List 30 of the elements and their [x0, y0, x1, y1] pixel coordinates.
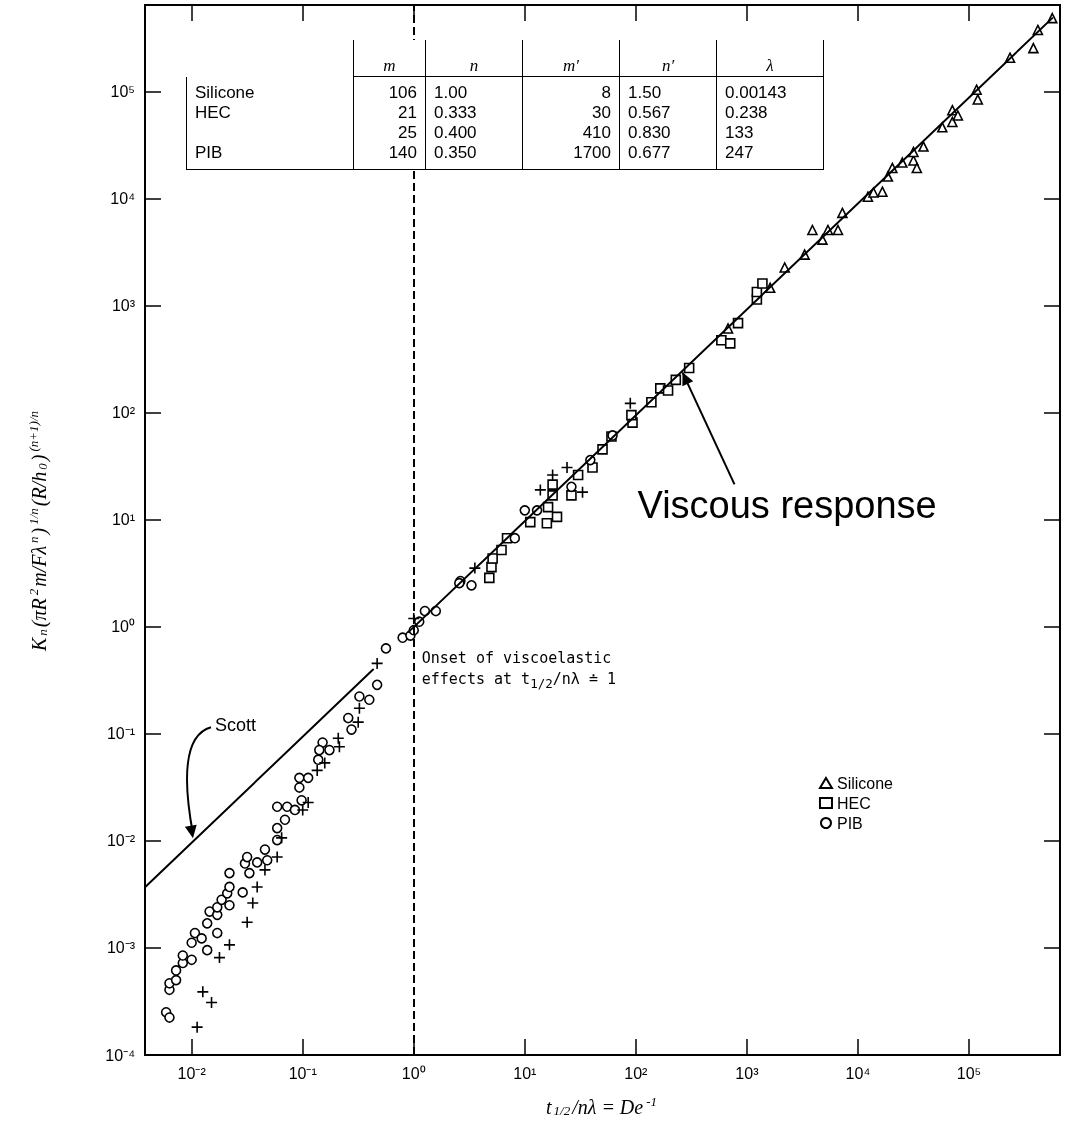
y-tick-label: 10⁵ [110, 83, 135, 101]
y-tick-label: 10⁻³ [106, 939, 136, 957]
y-tick-label: 10⁻¹ [106, 725, 135, 743]
text: m n m′ n′ λ [383, 56, 774, 75]
text: Kn(πR2m/Fλn)1/n(R/h0)(n+1)/n [26, 410, 50, 652]
legend-label: Silicone [836, 774, 894, 792]
y-tick-label: 10⁻² [106, 832, 136, 850]
legend-label: HEC [836, 794, 871, 812]
text: Silicone 106 1.00 8 1.50 0.00143 [195, 82, 787, 102]
x-tick-label: 10⁴ [845, 1064, 871, 1082]
x-tick-label: 10⁻¹ [288, 1064, 317, 1082]
series-label: Scott [215, 715, 257, 737]
y-tick-label: 10⁴ [110, 190, 136, 208]
x-tick-label: 10³ [735, 1064, 760, 1082]
y-tick-label: 10³ [111, 297, 136, 315]
y-tick-label: 10⁰ [111, 618, 135, 636]
annotation: Viscous response [637, 484, 937, 528]
text: 25 0.400 410 0.830 133 [398, 123, 754, 142]
text: HEC 21 0.333 30 0.567 0.238 [195, 103, 768, 122]
x-tick-label: 10¹ [513, 1064, 537, 1082]
text: PIB 140 0.350 1700 0.677 247 [195, 143, 754, 162]
x-tick-label: 10⁻² [177, 1064, 207, 1082]
y-tick-label: 10² [111, 404, 136, 422]
x-tick-label: 10⁵ [956, 1064, 982, 1082]
y-tick-label: 10¹ [111, 511, 135, 529]
legend-label: PIB [836, 814, 863, 832]
x-tick-label: 10² [624, 1064, 649, 1082]
y-tick-label: 10⁻⁴ [105, 1046, 136, 1064]
x-tick-label: 10⁰ [401, 1064, 426, 1082]
ref-line-label: Onset of viscoelastic effects at t$_{1/2}$/nλ ≐ 1 [421, 648, 617, 693]
